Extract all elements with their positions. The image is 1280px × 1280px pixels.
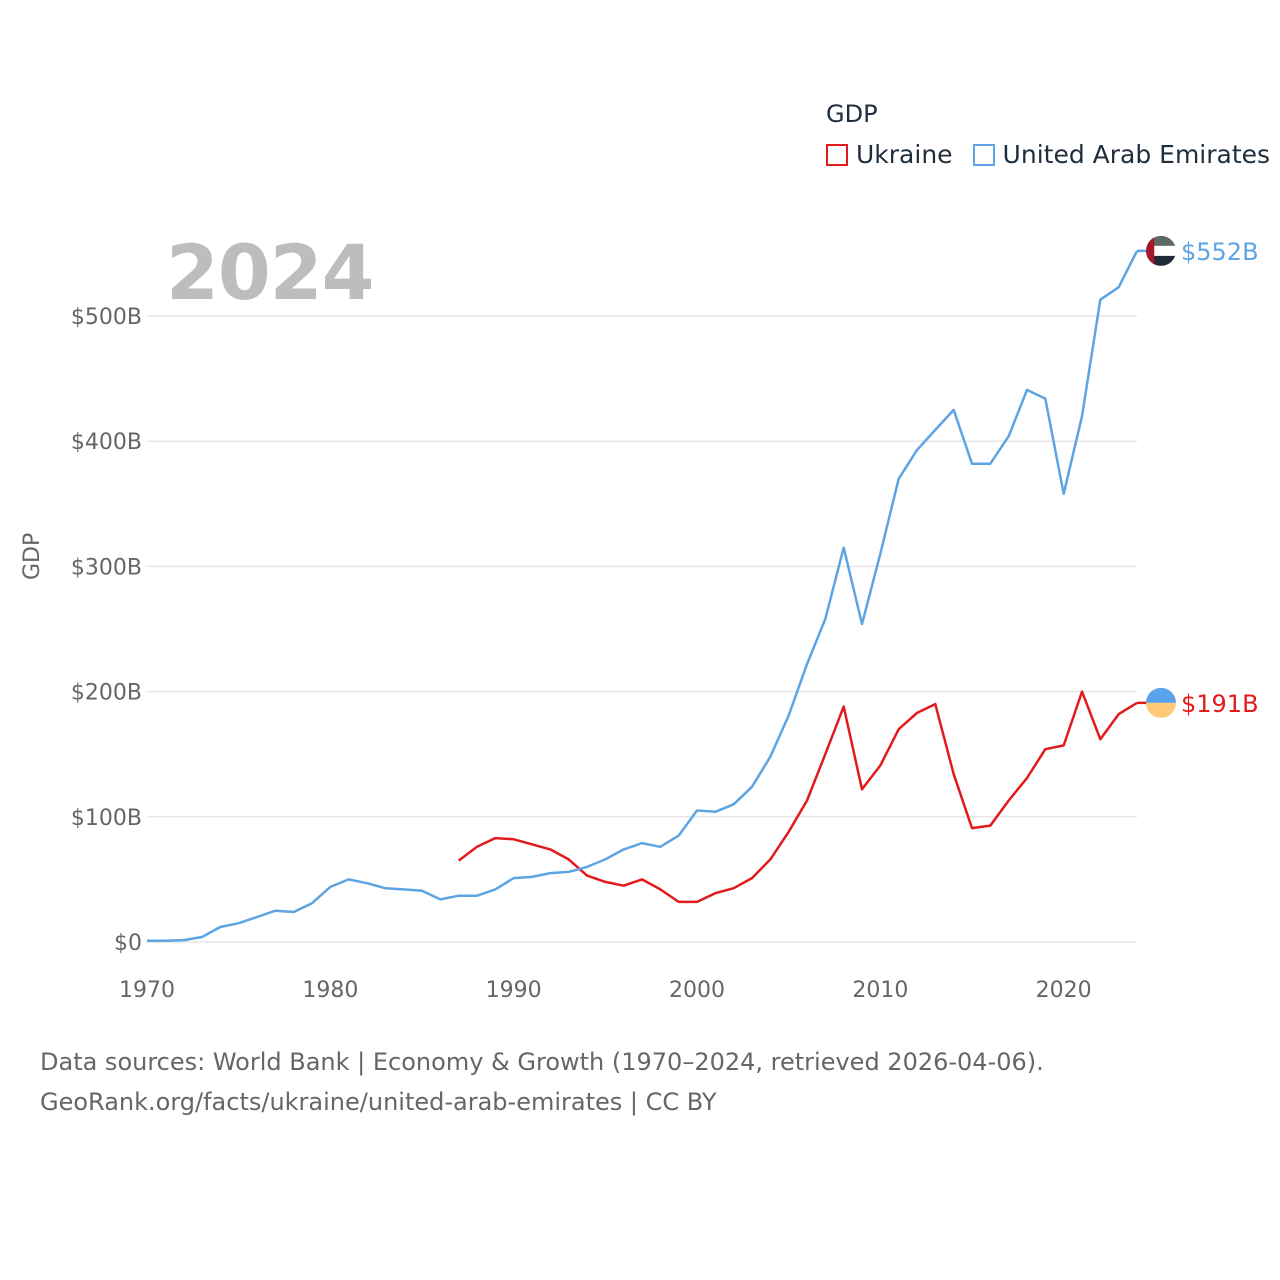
legend-swatch-uae <box>972 143 995 166</box>
footer: Data sources: World Bank | Economy & Gro… <box>40 1042 1044 1122</box>
gridlines <box>147 315 1137 943</box>
y-tick-label: $500B <box>71 305 142 330</box>
uae-flag-icon <box>1146 235 1176 266</box>
legend: GDP Ukraine United Arab Emirates <box>826 100 1280 169</box>
x-tick-label: 2010 <box>852 978 908 1003</box>
legend-swatch-ukraine <box>826 143 848 166</box>
y-tick-label: $400B <box>71 430 142 455</box>
footer-sources: Data sources: World Bank | Economy & Gro… <box>40 1048 1044 1076</box>
series-lines <box>147 250 1139 942</box>
ukraine-flag-icon <box>1146 687 1176 718</box>
series-line-ukraine <box>457 690 1138 904</box>
y-axis-title: GDP <box>20 532 45 580</box>
legend-title: GDP <box>826 100 878 128</box>
series-end-markers: $191B $552B <box>1137 235 1259 718</box>
legend-label-uae: United Arab Emirates <box>1002 140 1271 169</box>
y-tick-label: $300B <box>71 555 142 580</box>
series-line-uae <box>147 250 1139 942</box>
end-value-label: $552B <box>1181 238 1259 266</box>
y-axis-ticks: $0 $100B $200B $300B $400B $500B <box>71 305 142 956</box>
footer-link: GeoRank.org/facts/ukraine/united-arab-em… <box>40 1088 717 1116</box>
x-tick-label: 2000 <box>669 978 725 1003</box>
y-tick-label: $100B <box>71 806 142 831</box>
legend-item-uae[interactable]: United Arab Emirates <box>972 140 1271 169</box>
x-tick-label: 1970 <box>119 978 175 1003</box>
legend-item-ukraine[interactable]: Ukraine <box>826 140 953 169</box>
x-tick-label: 1990 <box>486 978 542 1003</box>
y-tick-label: $200B <box>71 681 142 706</box>
x-tick-label: 1980 <box>302 978 358 1003</box>
year-label: 2024 <box>166 228 375 317</box>
x-tick-label: 2020 <box>1036 978 1092 1003</box>
legend-label-ukraine: Ukraine <box>856 140 953 169</box>
x-axis-ticks: 1970 1980 1990 2000 2010 2020 <box>119 978 1092 1003</box>
y-tick-label: $0 <box>114 931 142 956</box>
end-value-label: $191B <box>1181 690 1259 718</box>
